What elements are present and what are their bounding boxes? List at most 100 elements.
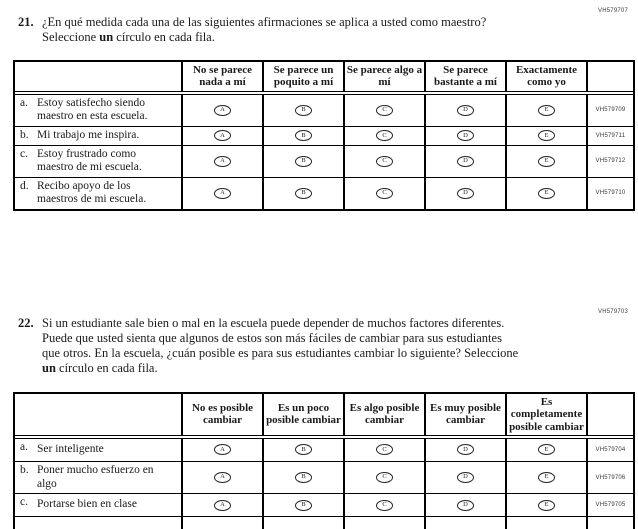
row-statement: Portarse bien en clase [37,498,137,511]
option-circle-a[interactable]: A [214,104,231,116]
option-cell: A [181,145,262,177]
option-circle-c[interactable]: C [376,472,393,483]
row-letter: c. [20,147,28,160]
option-cell: B [262,494,343,517]
option-circle-b[interactable]: B [295,499,312,511]
column-header-label: Es algo posible cambiar [349,402,420,427]
q22-response-table: No es posible cambiar Es un poco posible … [13,392,635,529]
option-cell: B [262,145,343,177]
q22-column-header-3: Es algo posible cambiar [343,394,424,435]
option-circle-c[interactable]: C [376,104,393,116]
row-statement: Estoy frustrado como maestro de mi escue… [37,147,142,174]
q21-table-row-b: b. Mi trabajo me inspira. A B C D E VH579711 [15,126,633,146]
question-22-accession-code: VH579703 [598,309,628,315]
option-circle-b[interactable]: B [295,472,312,483]
row-label: a. Ser inteligente [15,439,181,461]
question-22-text: Si un estudiante sale bien o mal en la e… [42,316,519,375]
question-22-number: 22. [18,316,34,330]
option-cell: A [181,494,262,517]
cropped-cell [15,517,181,529]
option-circle-b[interactable]: B [295,444,312,456]
option-circle-b[interactable]: B [295,104,312,116]
option-cell: C [343,94,424,126]
option-circle-c[interactable]: C [376,444,393,456]
column-header-label: Es completamente posible cambiar [509,396,584,433]
option-circle-e[interactable]: E [538,155,555,167]
option-circle-b[interactable]: B [295,155,312,167]
option-circle-d[interactable]: D [457,499,474,511]
q21-header-row: No se parece nada a mí Se parece un poqui… [15,62,633,95]
option-circle-a[interactable]: A [214,499,231,511]
q22-table-row-a: a. Ser inteligente A B C D E VH579704 [15,438,633,462]
option-cell: E [505,438,586,461]
q22-column-header-1: No es posible cambiar [181,394,262,435]
option-circle-e[interactable]: E [538,130,555,142]
q21-column-header-3: Se parece algo a mí [343,62,424,91]
option-cell: A [181,438,262,461]
option-cell: E [505,94,586,126]
option-cell: C [343,126,424,145]
option-cell: E [505,145,586,177]
q21-column-header-5: Exactamente como yo [505,62,586,91]
option-circle-a[interactable]: A [214,444,231,456]
row-code: VH579711 [586,126,633,145]
option-circle-d[interactable]: D [457,155,474,167]
option-circle-a[interactable]: A [214,187,231,199]
row-code: VH579710 [586,177,633,209]
q22-column-header-5: Es completamente posible cambiar [505,394,586,435]
option-circle-d[interactable]: D [457,444,474,456]
row-letter: b. [20,128,29,141]
option-circle-b[interactable]: B [295,187,312,199]
q21-table-row-d: d. Recibo apoyo de los maestros de mi esc… [15,177,633,209]
option-circle-e[interactable]: E [538,187,555,199]
option-circle-b[interactable]: B [295,130,312,142]
option-circle-e[interactable]: E [538,499,555,511]
question-21-accession-code: VH579707 [598,8,628,14]
column-header-label: Se parece bastante a mí [434,64,497,89]
cropped-cell [424,517,505,529]
row-letter: c. [20,496,28,509]
question-21: 21. ¿En qué medida cada una de las sigui… [18,15,520,45]
option-circle-d[interactable]: D [457,472,474,483]
option-circle-a[interactable]: A [214,472,231,483]
option-cell: D [424,461,505,494]
q21-column-header-1: No se parece nada a mí [181,62,262,91]
option-circle-c[interactable]: C [376,130,393,142]
option-cell: D [424,177,505,209]
row-code: VH579704 [586,438,633,461]
option-cell: C [343,461,424,494]
q22-header-code-spacer [586,394,633,435]
option-circle-c[interactable]: C [376,499,393,511]
option-circle-c[interactable]: C [376,187,393,199]
q21-table-row-c: c. Estoy frustrado como maestro de mi esc… [15,145,633,178]
cropped-cell [262,517,343,529]
column-header-label: No se parece nada a mí [192,64,253,89]
option-circle-d[interactable]: D [457,187,474,199]
option-cell: D [424,494,505,517]
row-label: d. Recibo apoyo de los maestros de mi esc… [15,178,181,209]
option-circle-a[interactable]: A [214,130,231,142]
option-circle-e[interactable]: E [538,444,555,456]
option-cell: E [505,494,586,517]
option-cell: A [181,126,262,145]
row-label: b. Mi trabajo me inspira. [15,127,181,145]
row-code: VH579709 [586,94,633,126]
row-letter: a. [20,96,28,109]
option-cell: D [424,126,505,145]
option-circle-c[interactable]: C [376,155,393,167]
option-cell: C [343,145,424,177]
option-circle-d[interactable]: D [457,130,474,142]
row-code: VH579712 [586,145,633,177]
option-cell: D [424,94,505,126]
row-code: VH579705 [586,494,633,517]
option-circle-e[interactable]: E [538,472,555,483]
question-21-number: 21. [18,15,34,29]
q21-header-spacer [15,62,181,91]
row-letter: d. [20,179,29,192]
row-statement: Mi trabajo me inspira. [37,128,140,141]
option-circle-d[interactable]: D [457,104,474,116]
option-circle-a[interactable]: A [214,155,231,167]
option-cell: C [343,177,424,209]
option-circle-e[interactable]: E [538,104,555,116]
q21-response-table: No se parece nada a mí Se parece un poqui… [13,60,635,211]
